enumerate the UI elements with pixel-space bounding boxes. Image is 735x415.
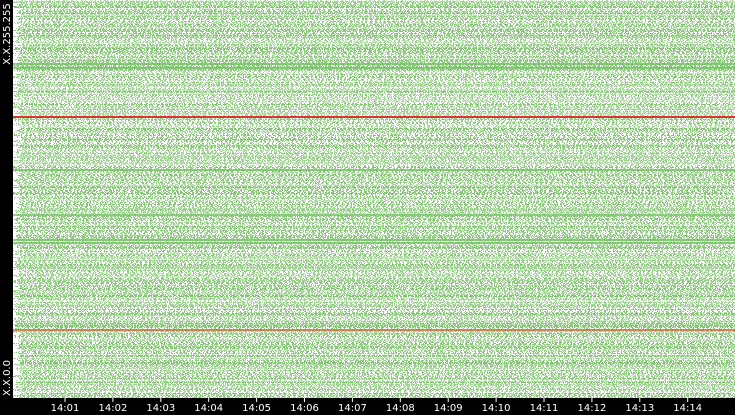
x-tick-label: 14:01	[51, 403, 80, 414]
x-tick-label: 14:03	[146, 403, 175, 414]
y-axis-label-bottom: X.X.0.0	[2, 360, 13, 396]
x-tick-label: 14:13	[625, 403, 654, 414]
dot-rows	[13, 0, 735, 398]
x-tick-label: 14:07	[338, 403, 367, 414]
x-axis: 14:01 14:02 14:03 14:04 14:05 14:06 14:07 14:08…	[51, 398, 702, 414]
x-tick-label: 14:05	[242, 403, 271, 414]
x-tick-label: 14:12	[577, 403, 606, 414]
x-tick-label: 14:04	[194, 403, 223, 414]
x-tick-label: 14:08	[386, 403, 415, 414]
x-tick-label: 14:09	[434, 403, 463, 414]
x-tick-label: 14:06	[290, 403, 319, 414]
x-tick-label: 14:02	[98, 403, 127, 414]
x-tick-label: 14:10	[482, 403, 511, 414]
y-axis-label-top: X.X.255.255	[2, 3, 13, 64]
x-tick-label: 14:11	[530, 403, 559, 414]
x-tick-label: 14:14	[673, 403, 702, 414]
